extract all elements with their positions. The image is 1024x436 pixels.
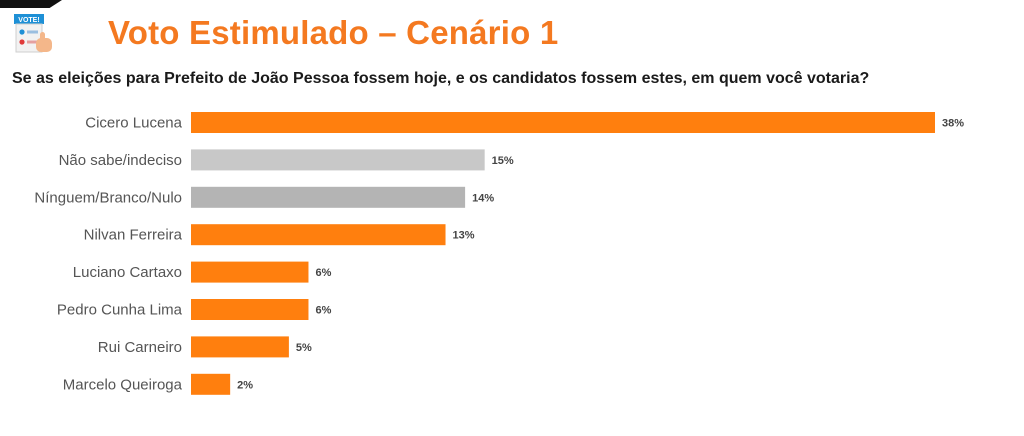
value-label: 6% <box>315 267 331 279</box>
value-label: 2% <box>237 379 253 391</box>
value-label: 14% <box>472 192 494 204</box>
corner-decoration <box>0 0 62 8</box>
category-label: Não sabe/indeciso <box>59 152 182 169</box>
bar-chart: Cicero Lucena 38% Não sabe/indeciso 15% Níng… <box>34 112 964 395</box>
svg-text:VOTE!: VOTE! <box>18 17 39 24</box>
bar <box>191 149 485 171</box>
survey-question: Se as eleições para Prefeito de João Pes… <box>12 70 870 87</box>
category-label: Rui Carneiro <box>98 339 182 356</box>
category-label: Nilvan Ferreira <box>84 227 183 244</box>
bar <box>191 299 309 320</box>
category-label: Marcelo Queiroga <box>63 376 183 393</box>
value-label: 6% <box>315 305 331 317</box>
value-label: 5% <box>296 342 312 354</box>
category-label: Pedro Cunha Lima <box>57 302 183 319</box>
category-label: Luciano Cartaxo <box>73 264 182 281</box>
vote-ballot-icon: VOTE! <box>14 14 52 53</box>
bar <box>191 336 289 358</box>
bar <box>191 373 231 395</box>
bar <box>191 186 466 208</box>
value-label: 38% <box>942 118 964 130</box>
page-title: Voto Estimulado – Cenário 1 <box>108 14 559 51</box>
value-label: 15% <box>492 155 514 167</box>
category-label: Nínguem/Branco/Nulo <box>34 189 182 206</box>
bar <box>191 112 935 133</box>
category-label: Cicero Lucena <box>85 115 182 132</box>
value-label: 13% <box>453 230 475 242</box>
bar <box>191 261 309 283</box>
bar <box>191 224 446 246</box>
